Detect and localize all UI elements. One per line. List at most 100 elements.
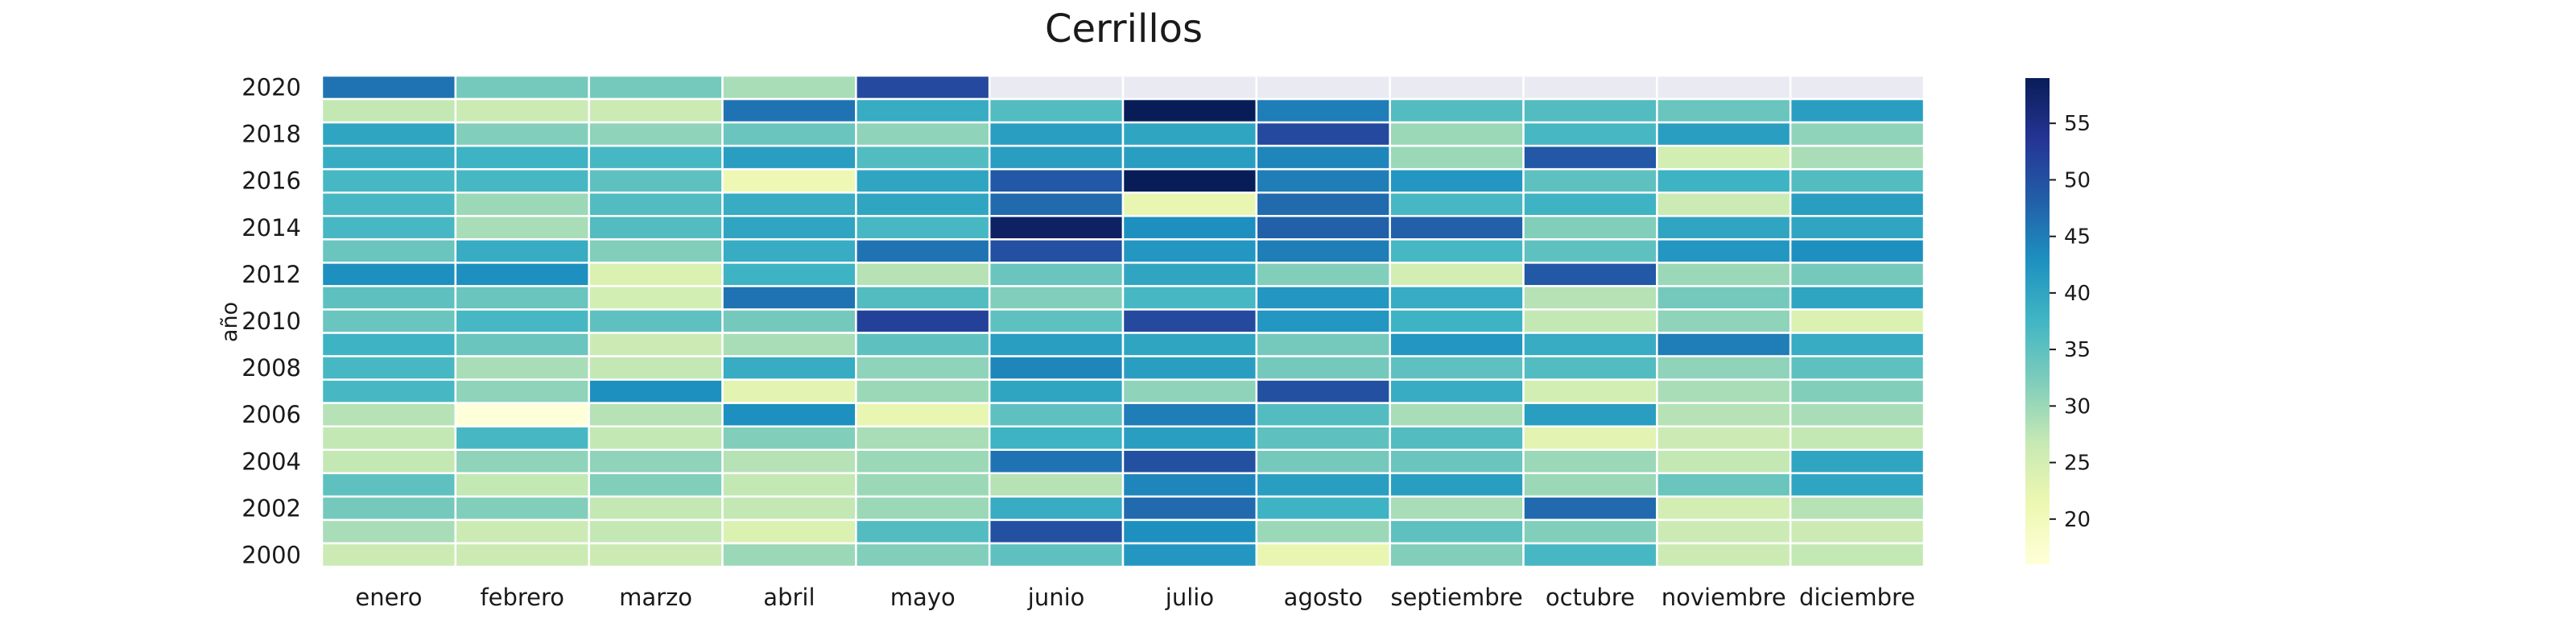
x-tick-label: diciembre (1799, 584, 1915, 611)
heatmap-cell-2007-julio (1121, 378, 1258, 404)
heatmap-cell-2001-diciembre (1789, 518, 1926, 545)
heatmap-cell-2004-marzo (588, 448, 724, 475)
heatmap-cell-2011-julio (1121, 285, 1258, 311)
heatmap-cell-2016-septiembre (1389, 167, 1525, 194)
heatmap-cell-2017-enero (320, 144, 457, 171)
heatmap-cell-2004-agosto (1255, 448, 1391, 475)
heatmap-cell-2004-octubre (1522, 448, 1658, 475)
heatmap-cell-2001-enero (320, 518, 457, 545)
heatmap-cell-2012-noviembre (1656, 262, 1792, 287)
y-tick-label: 2018 (242, 121, 301, 148)
heatmap-cell-2010-marzo (588, 308, 724, 334)
heatmap-cell-2019-septiembre (1389, 97, 1525, 124)
heatmap-cell-2016-abril (721, 167, 857, 194)
heatmap-cell-2007-octubre (1522, 378, 1658, 404)
heatmap-cell-2000-mayo (855, 542, 991, 568)
heatmap-cell-2016-enero (320, 167, 457, 194)
heatmap-cell-2012-febrero (454, 262, 590, 287)
heatmap-cell-2010-enero (320, 308, 457, 334)
heatmap-cell-2012-abril (721, 262, 857, 287)
heatmap-cell-2019-abril (721, 97, 857, 124)
heatmap-cell-2008-enero (320, 355, 457, 381)
heatmap-cell-2017-julio (1121, 144, 1258, 171)
heatmap-cell-2003-julio (1121, 472, 1258, 498)
heatmap-cell-2020-abril (721, 74, 857, 101)
heatmap-cell-2008-julio (1121, 355, 1258, 381)
heatmap-cell-2014-enero (320, 215, 457, 241)
heatmap-cell-2014-agosto (1255, 215, 1391, 241)
heatmap-cell-2014-junio (988, 215, 1125, 241)
heatmap-cell-2016-octubre (1522, 167, 1658, 194)
heatmap-cell-2016-junio (988, 167, 1125, 194)
heatmap-cell-2002-septiembre (1389, 495, 1525, 522)
heatmap-cell-2011-noviembre (1656, 285, 1792, 311)
heatmap-cell-2014-septiembre (1389, 215, 1525, 241)
heatmap-cell-2007-septiembre (1389, 378, 1525, 404)
heatmap-cell-2003-abril (721, 472, 857, 498)
heatmap-cell-2018-enero (320, 121, 457, 147)
heatmap-cell-2000-julio (1121, 542, 1258, 568)
heatmap-cell-2016-marzo (588, 167, 724, 194)
colorbar-tick-label: 30 (2064, 394, 2091, 419)
y-tick-label: 2008 (242, 354, 301, 382)
heatmap-cell-2009-febrero (454, 332, 590, 357)
heatmap-cell-2006-octubre (1522, 402, 1658, 427)
heatmap-cells (320, 74, 1926, 568)
heatmap-cell-2000-enero (320, 542, 457, 568)
heatmap-cell-2002-noviembre (1656, 495, 1792, 522)
heatmap-cell-2000-abril (721, 542, 857, 568)
y-tick-label: 2004 (242, 448, 301, 475)
heatmap-cell-2019-diciembre (1789, 97, 1926, 124)
heatmap-cell-2000-febrero (454, 542, 590, 568)
heatmap-cell-2001-septiembre (1389, 518, 1525, 545)
heatmap-cell-2003-marzo (588, 472, 724, 498)
heatmap-cell-2017-diciembre (1789, 144, 1926, 171)
x-tick-label: marzo (619, 584, 692, 611)
heatmap-cell-2012-julio (1121, 262, 1258, 287)
heatmap-cell-2006-febrero (454, 402, 590, 427)
heatmap-cell-2015-septiembre (1389, 191, 1525, 217)
heatmap-cell-2010-septiembre (1389, 308, 1525, 334)
heatmap-cell-2003-octubre (1522, 472, 1658, 498)
heatmap-cell-2018-diciembre (1789, 121, 1926, 147)
heatmap-cell-2005-diciembre (1789, 425, 1926, 452)
colorbar-tick-label: 55 (2064, 112, 2091, 136)
heatmap-cell-2015-noviembre (1656, 191, 1792, 217)
heatmap-cell-2017-febrero (454, 144, 590, 171)
heatmap-cell-2018-septiembre (1389, 121, 1525, 147)
heatmap-cell-2011-junio (988, 285, 1125, 311)
heatmap-cell-2009-diciembre (1789, 332, 1926, 357)
heatmap-cell-2016-julio (1121, 167, 1258, 194)
heatmap-cell-2010-junio (988, 308, 1125, 334)
heatmap-cell-2020-septiembre (1389, 74, 1525, 101)
x-tick-labels: enero febrero marzo abril mayo junio julio agos… (355, 584, 1915, 611)
heatmap-cell-2009-abril (721, 332, 857, 357)
heatmap-cell-2005-abril (721, 425, 857, 452)
heatmap-cell-2009-junio (988, 332, 1125, 357)
heatmap-cell-2020-mayo (855, 74, 991, 101)
heatmap-cell-2000-diciembre (1789, 542, 1926, 568)
heatmap-cell-2001-junio (988, 518, 1125, 545)
heatmap-cell-2004-abril (721, 448, 857, 475)
heatmap-cell-2008-febrero (454, 355, 590, 381)
heatmap-cell-2019-marzo (588, 97, 724, 124)
heatmap-cell-2002-marzo (588, 495, 724, 522)
heatmap-cell-2006-marzo (588, 402, 724, 427)
heatmap-cell-2008-abril (721, 355, 857, 381)
y-tick-labels: 2020 2018 2016 2014 2012 2010 2008 2006 2004 2002… (242, 74, 301, 569)
heatmap-cell-2011-mayo (855, 285, 991, 311)
heatmap-cell-2002-julio (1121, 495, 1258, 522)
heatmap-cell-2008-junio (988, 355, 1125, 381)
heatmap-cell-2012-agosto (1255, 262, 1391, 287)
heatmap-cell-2014-febrero (454, 215, 590, 241)
heatmap-cell-2004-junio (988, 448, 1125, 475)
heatmap-cell-2006-diciembre (1789, 402, 1926, 427)
y-tick-label: 2016 (242, 167, 301, 195)
heatmap-cell-2003-agosto (1255, 472, 1391, 498)
heatmap-cell-2017-octubre (1522, 144, 1658, 171)
heatmap-cell-2008-agosto (1255, 355, 1391, 381)
heatmap-cell-2020-enero (320, 74, 457, 101)
heatmap-cell-2014-octubre (1522, 215, 1658, 241)
heatmap-cell-2002-junio (988, 495, 1125, 522)
heatmap-cell-2005-junio (988, 425, 1125, 452)
